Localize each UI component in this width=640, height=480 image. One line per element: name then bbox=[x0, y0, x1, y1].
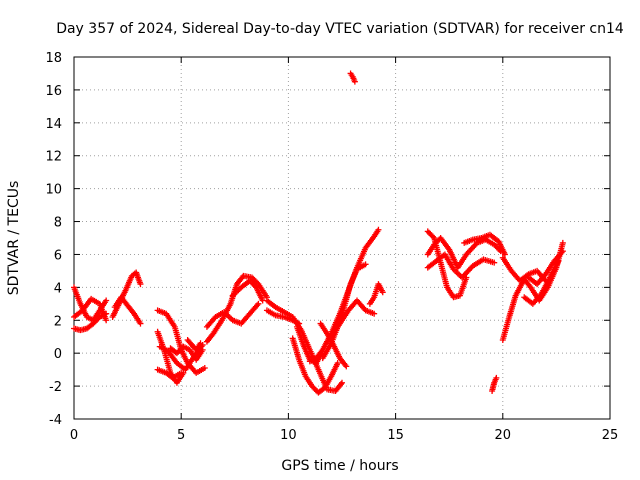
y-tick-label: 0 bbox=[54, 347, 62, 362]
y-tick-label: 14 bbox=[45, 117, 62, 132]
y-tick-label: 2 bbox=[54, 314, 62, 329]
data-point bbox=[371, 310, 378, 317]
x-tick-label: 20 bbox=[495, 428, 512, 443]
x-tick-label: 10 bbox=[280, 428, 297, 443]
y-tick-label: 8 bbox=[54, 216, 62, 231]
data-point bbox=[201, 364, 208, 371]
data-point bbox=[296, 320, 303, 327]
data-point bbox=[351, 78, 358, 85]
chart-title: Day 357 of 2024, Sidereal Day-to-day VTE… bbox=[56, 21, 624, 37]
data-point bbox=[103, 317, 110, 324]
grid-lines bbox=[74, 57, 610, 419]
y-tick-label: -4 bbox=[49, 413, 62, 428]
data-point bbox=[501, 251, 508, 258]
data-point bbox=[362, 261, 369, 268]
data-point bbox=[197, 340, 204, 347]
axis-ticks: 0 5 10 15 20 25 -4 -2 0 2 4 6 8 10 12 14 16 18 bbox=[45, 51, 618, 443]
data-point bbox=[334, 360, 341, 367]
y-tick-label: 6 bbox=[54, 248, 62, 263]
data-point bbox=[339, 379, 345, 386]
x-axis-label: GPS time / hours bbox=[281, 458, 398, 474]
y-tick-label: 4 bbox=[54, 281, 62, 296]
data-point bbox=[559, 239, 566, 246]
data-point bbox=[178, 369, 185, 376]
data-point bbox=[255, 300, 262, 307]
y-tick-label: -2 bbox=[49, 380, 62, 395]
y-axis-label: SDTVAR / TECUs bbox=[6, 181, 22, 296]
data-point bbox=[137, 281, 144, 288]
data-point bbox=[379, 289, 386, 296]
x-tick-label: 15 bbox=[387, 428, 404, 443]
data-point bbox=[137, 320, 144, 327]
data-point bbox=[559, 248, 566, 255]
data-point bbox=[429, 233, 436, 240]
data-point bbox=[491, 259, 498, 266]
data-points bbox=[71, 70, 566, 396]
y-tick-label: 12 bbox=[45, 150, 62, 165]
plot-frame bbox=[73, 56, 611, 420]
data-point bbox=[375, 226, 382, 233]
y-tick-label: 10 bbox=[45, 183, 62, 198]
data-point bbox=[343, 363, 350, 370]
x-tick-label: 25 bbox=[602, 428, 619, 443]
data-point bbox=[103, 297, 110, 304]
y-tick-label: 16 bbox=[45, 84, 62, 99]
x-tick-label: 0 bbox=[70, 428, 78, 443]
data-point bbox=[199, 346, 206, 353]
data-point bbox=[493, 374, 500, 381]
y-tick-label: 18 bbox=[45, 51, 62, 66]
x-tick-label: 5 bbox=[177, 428, 185, 443]
